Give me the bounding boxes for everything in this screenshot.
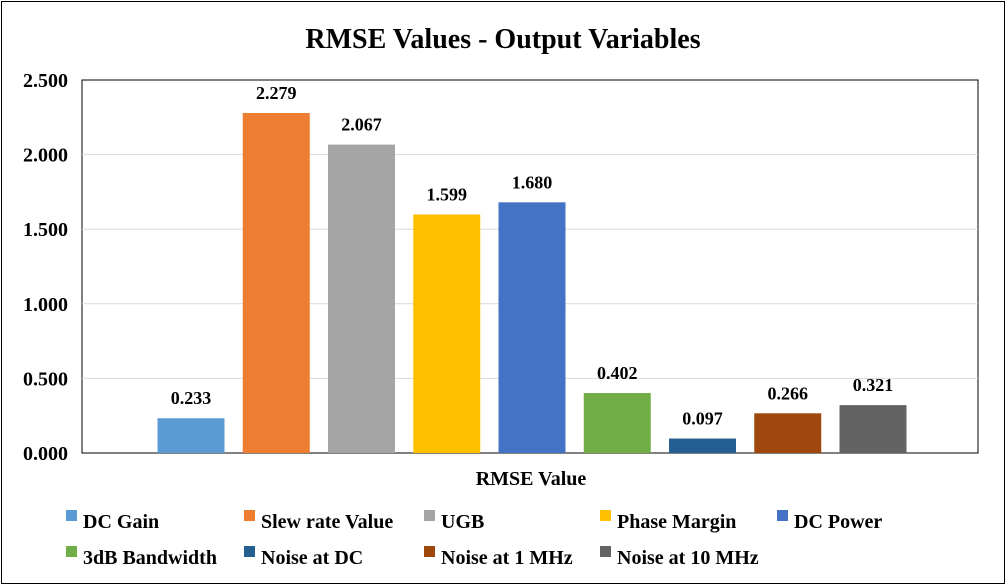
bar: [669, 438, 736, 453]
y-axis-ticks: 0.000 0.500 1.000 1.500 2.000 2.500: [23, 70, 68, 465]
y-tick-label: 2.000: [23, 145, 68, 167]
data-label: 2.067: [341, 115, 382, 135]
bar: [498, 202, 566, 453]
bar: [242, 112, 310, 453]
legend-label: Noise at 10 MHz: [617, 547, 759, 569]
legend-item: DC Gain: [66, 510, 159, 533]
legend-swatch: [66, 510, 77, 521]
x-axis-label: RMSE Value: [476, 468, 587, 490]
legend: DC Gain Slew rate Value UGB Phase Margin DC …: [66, 510, 882, 569]
data-label: 1.599: [427, 184, 468, 204]
legend-swatch: [424, 510, 435, 521]
bar: [157, 418, 225, 453]
data-label: 0.402: [597, 363, 638, 383]
data-label: 1.680: [512, 172, 553, 192]
legend-label: 3dB Bandwidth: [83, 547, 217, 569]
legend-swatch: [424, 546, 435, 557]
legend-label: DC Gain: [83, 511, 159, 533]
legend-label: Noise at DC: [261, 547, 363, 569]
y-tick-label: 0.000: [23, 443, 68, 465]
bar: [328, 144, 395, 453]
bar: [413, 214, 481, 453]
legend-swatch: [777, 510, 788, 521]
data-label: 0.321: [853, 375, 894, 395]
data-label: 0.233: [171, 388, 212, 408]
legend-item: DC Power: [777, 510, 882, 533]
legend-label: Noise at 1 MHz: [441, 547, 573, 569]
legend-swatch: [244, 546, 255, 557]
bar: [839, 405, 907, 453]
legend-item: UGB: [424, 510, 484, 533]
legend-item: Phase Margin: [600, 510, 736, 533]
data-label: 0.266: [768, 383, 809, 403]
legend-item: Noise at 1 MHz: [424, 546, 573, 569]
bar: [754, 413, 822, 453]
data-label: 0.097: [682, 409, 723, 429]
y-tick-label: 0.500: [23, 368, 68, 390]
data-labels: 0.233 2.279 2.067 1.599 1.680 0.402 0.097 0.266…: [171, 83, 894, 429]
legend-item: Noise at 10 MHz: [600, 546, 759, 569]
data-label: 2.279: [256, 83, 297, 103]
y-tick-label: 2.500: [23, 70, 68, 92]
bar: [583, 393, 651, 453]
legend-swatch: [600, 510, 611, 521]
legend-label: DC Power: [794, 511, 882, 533]
legend-label: Phase Margin: [617, 511, 736, 533]
legend-swatch: [600, 546, 611, 557]
legend-swatch: [244, 510, 255, 521]
legend-item: Slew rate Value: [244, 510, 393, 533]
legend-label: Slew rate Value: [261, 511, 393, 533]
y-tick-label: 1.000: [23, 294, 68, 316]
legend-swatch: [66, 546, 77, 557]
legend-label: UGB: [441, 511, 484, 533]
legend-item: 3dB Bandwidth: [66, 546, 217, 569]
legend-item: Noise at DC: [244, 546, 363, 569]
bars: [157, 112, 907, 453]
y-tick-label: 1.500: [23, 219, 68, 241]
chart-title: RMSE Values - Output Variables: [305, 24, 700, 55]
